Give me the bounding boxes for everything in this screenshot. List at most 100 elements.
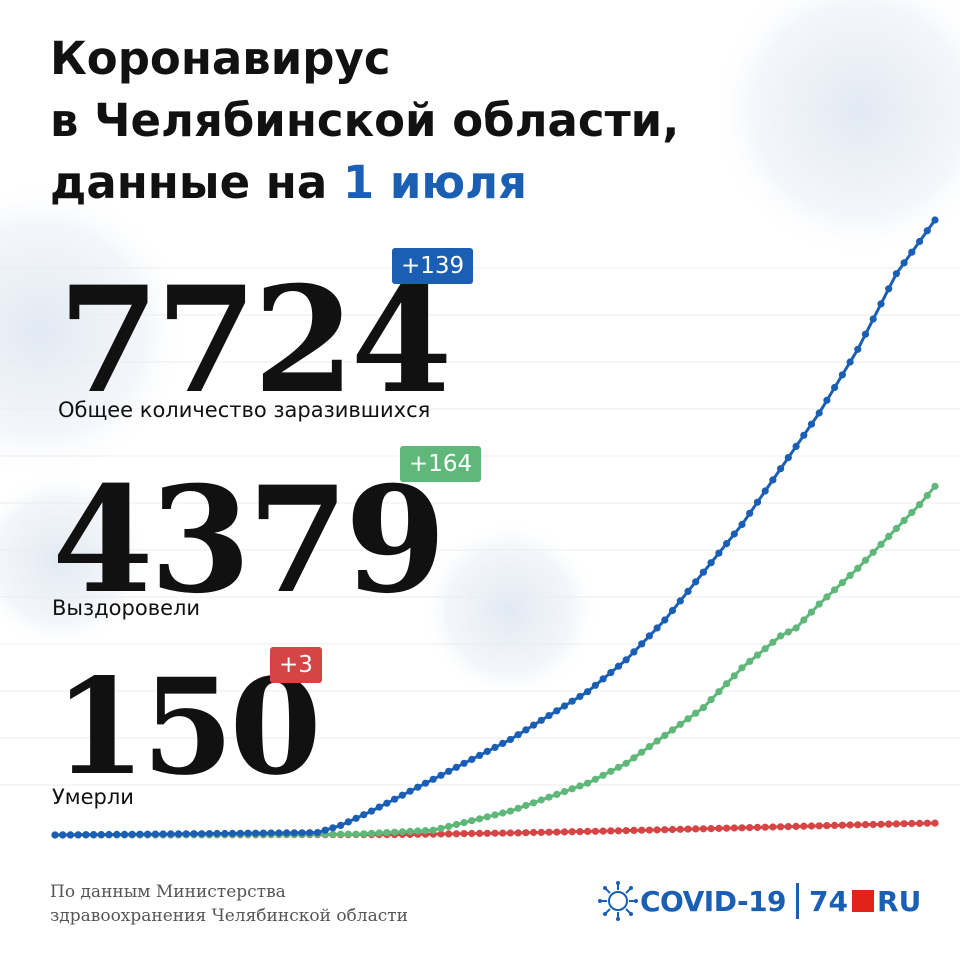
data-point — [885, 285, 893, 293]
data-point — [908, 508, 916, 517]
data-point — [74, 831, 82, 839]
data-point — [931, 216, 939, 224]
data-point — [769, 823, 777, 831]
data-point — [730, 672, 738, 680]
data-point — [553, 828, 561, 836]
title-date: 1 июля — [342, 156, 528, 209]
data-point — [460, 819, 468, 827]
data-point — [421, 779, 430, 787]
data-point — [861, 556, 870, 564]
data-point — [244, 829, 252, 837]
data-point — [892, 524, 901, 533]
data-point — [823, 593, 831, 601]
data-point — [290, 829, 298, 837]
data-point — [584, 827, 592, 836]
source-line-1: По данным Министерства — [50, 882, 286, 902]
data-point — [421, 827, 430, 835]
data-point — [236, 829, 244, 837]
data-point — [491, 829, 499, 837]
data-point — [861, 821, 870, 829]
data-point — [522, 801, 530, 810]
series-0 — [51, 216, 939, 839]
data-point — [352, 814, 360, 822]
data-point — [460, 830, 468, 838]
data-point — [105, 830, 113, 839]
data-point — [676, 597, 684, 605]
data-point — [59, 831, 67, 839]
data-point — [344, 818, 352, 826]
data-point — [854, 821, 862, 829]
data-point — [452, 763, 460, 771]
data-point — [591, 775, 600, 783]
data-point — [159, 830, 167, 838]
data-point — [522, 726, 530, 734]
title-prefix: данные на — [50, 156, 343, 209]
data-point — [638, 748, 646, 756]
data-point — [452, 830, 460, 838]
data-point — [136, 830, 144, 838]
data-point — [645, 826, 654, 834]
data-point — [151, 830, 159, 838]
data-point — [807, 608, 816, 616]
data-point — [676, 720, 684, 728]
data-point — [329, 824, 337, 832]
data-point — [846, 821, 854, 829]
page-title: Коронавирус в Челябинской области, данны… — [50, 28, 679, 214]
data-point — [259, 829, 267, 837]
data-point — [707, 559, 715, 567]
data-point — [468, 755, 476, 764]
data-point — [861, 330, 870, 338]
data-point — [445, 767, 453, 775]
data-point — [283, 829, 291, 837]
data-point — [692, 709, 700, 717]
data-point — [900, 820, 908, 828]
data-point — [699, 704, 708, 712]
brand-red-square — [852, 890, 875, 912]
data-point — [753, 651, 762, 659]
data-point — [113, 830, 121, 839]
data-point — [854, 564, 862, 572]
data-point — [699, 825, 708, 833]
data-point — [476, 815, 484, 823]
source-note: По данным Министерства здравоохранения Ч… — [50, 880, 408, 928]
data-point — [545, 712, 553, 720]
data-point — [375, 829, 383, 837]
data-point — [584, 688, 592, 696]
data-point — [753, 823, 762, 832]
data-point — [923, 227, 931, 235]
data-point — [769, 476, 777, 484]
data-point — [383, 829, 391, 837]
data-point — [306, 829, 314, 837]
data-point — [831, 821, 839, 830]
data-point — [923, 491, 931, 500]
data-point — [661, 826, 669, 834]
data-point — [900, 259, 908, 267]
data-point — [761, 823, 769, 831]
data-point — [537, 796, 545, 804]
data-point — [275, 829, 283, 837]
data-point — [545, 793, 553, 801]
data-point — [823, 396, 831, 404]
data-point — [630, 826, 638, 835]
total-cases-value: 7724 — [58, 255, 452, 426]
data-point — [337, 821, 345, 830]
data-point — [198, 830, 206, 838]
data-point — [514, 804, 522, 812]
data-point — [537, 828, 545, 837]
deaths-delta-badge: +3 — [270, 647, 322, 683]
data-point — [553, 790, 561, 799]
data-point — [746, 824, 754, 832]
data-point — [622, 759, 630, 767]
data-point — [877, 820, 885, 828]
data-point — [514, 731, 522, 739]
data-point — [846, 571, 854, 580]
data-point — [483, 813, 491, 821]
data-point — [784, 628, 792, 636]
data-point — [846, 358, 854, 366]
data-point — [668, 606, 677, 615]
data-point — [900, 516, 908, 525]
data-point — [514, 829, 522, 837]
title-line-1: Коронавирус — [50, 32, 391, 85]
data-point — [530, 799, 538, 807]
data-point — [537, 716, 545, 724]
